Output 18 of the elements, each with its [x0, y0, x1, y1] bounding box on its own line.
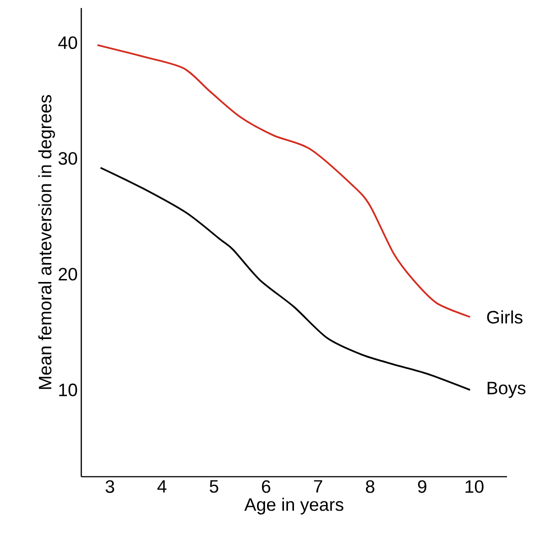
x-tick-label: 5 [210, 480, 218, 493]
x-tick-label: 7 [314, 480, 322, 493]
x-tick-label: 3 [106, 480, 114, 493]
line-series [100, 166, 471, 391]
x-tick-label: 8 [366, 480, 374, 493]
x-tick-label: 4 [157, 480, 166, 493]
series-label: Boys [488, 382, 526, 398]
y-tick-label: 30 [58, 152, 78, 165]
series-label: Girls [487, 310, 522, 324]
y-tick-label: 10 [59, 384, 78, 396]
y-tick-label: 40 [58, 36, 78, 50]
y-tick-label: 20 [58, 268, 78, 281]
y-axis-title: Mean femoral anteversion in degrees [38, 95, 55, 389]
x-tick-label: 6 [262, 480, 270, 493]
x-axis-title: Age in years [244, 498, 344, 514]
x-tick-label: 10 [466, 480, 484, 493]
line-series [96, 44, 471, 318]
x-tick-label: 9 [418, 480, 426, 493]
